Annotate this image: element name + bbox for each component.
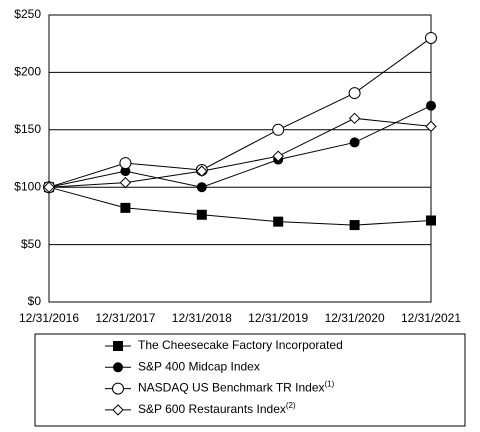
legend-label: NASDAQ US Benchmark TR Index(1) [138, 380, 335, 395]
marker [348, 87, 361, 100]
marker [272, 123, 285, 136]
marker [120, 166, 131, 177]
y-tick-label: $150 [14, 122, 41, 136]
marker [272, 150, 284, 162]
marker [196, 182, 207, 193]
marker [349, 137, 360, 148]
legend-marker [112, 404, 124, 416]
legend-name: NASDAQ US Benchmark TR Index [138, 381, 325, 395]
series-line [48, 105, 432, 188]
legend-marker [112, 382, 124, 395]
y-tick-label: $50 [21, 237, 41, 251]
legend-label: S&P 400 Midcap Index [138, 359, 260, 373]
marker [349, 220, 360, 231]
legend-marker [113, 362, 123, 373]
marker [425, 120, 437, 133]
marker [43, 181, 55, 193]
marker [426, 215, 436, 226]
x-tick-label: 12/31/2020 [325, 311, 385, 325]
series-line [48, 117, 432, 188]
legend-name: S&P 600 Restaurants Index [138, 402, 286, 416]
x-tick-label: 12/31/2019 [248, 311, 308, 325]
x-tick-label: 12/31/2021 [401, 311, 461, 325]
marker [348, 112, 361, 125]
legend-marker [113, 341, 123, 351]
series-line [48, 37, 432, 188]
legend-name: The Cheesecake Factory Incorporated [138, 338, 343, 352]
x-tick-label: 12/31/2018 [172, 311, 232, 325]
legend-footnote: (2) [286, 401, 296, 410]
y-tick-label: $0 [28, 294, 42, 308]
marker [119, 157, 132, 170]
y-tick-label: $100 [14, 179, 41, 193]
x-tick-label: 12/31/2016 [19, 311, 79, 325]
marker [196, 165, 208, 177]
y-tick-label: $200 [14, 65, 41, 79]
y-tick-label: $250 [14, 7, 41, 21]
marker [425, 31, 437, 44]
legend-box [34, 333, 466, 427]
legend-label: S&P 600 Restaurants Index(2) [138, 401, 296, 416]
marker [119, 176, 132, 189]
marker [273, 216, 284, 227]
plot-border [48, 14, 432, 303]
legend-footnote: (1) [325, 380, 335, 389]
marker [120, 202, 131, 213]
legend-name: S&P 400 Midcap Index [138, 359, 260, 373]
legend-label: The Cheesecake Factory Incorporated [138, 338, 343, 352]
marker [196, 209, 207, 220]
x-tick-label: 12/31/2017 [95, 311, 155, 325]
series-line [48, 186, 432, 226]
marker [426, 100, 436, 111]
